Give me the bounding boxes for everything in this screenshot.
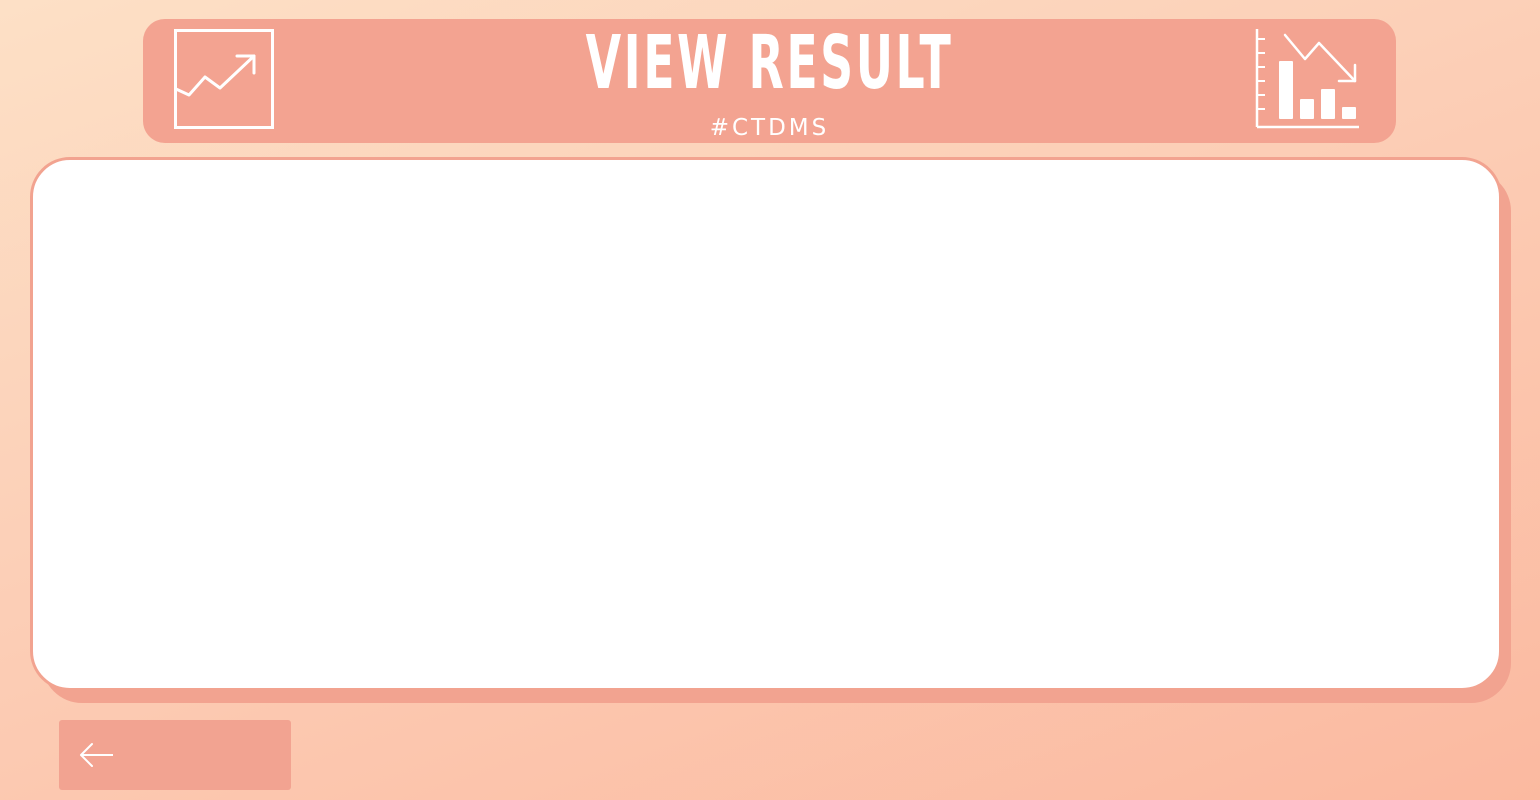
page-subtitle: #CTDMS bbox=[709, 115, 830, 141]
trend-up-chart-icon bbox=[174, 29, 274, 129]
page-title: VIEW RESULT bbox=[585, 20, 954, 106]
results-panel bbox=[30, 157, 1502, 691]
back-button[interactable] bbox=[59, 720, 291, 790]
arrow-left-icon bbox=[80, 743, 113, 767]
bar-chart-trend-down-icon bbox=[1255, 29, 1359, 129]
header-banner: VIEW RESULT #CTDMS bbox=[143, 19, 1396, 143]
